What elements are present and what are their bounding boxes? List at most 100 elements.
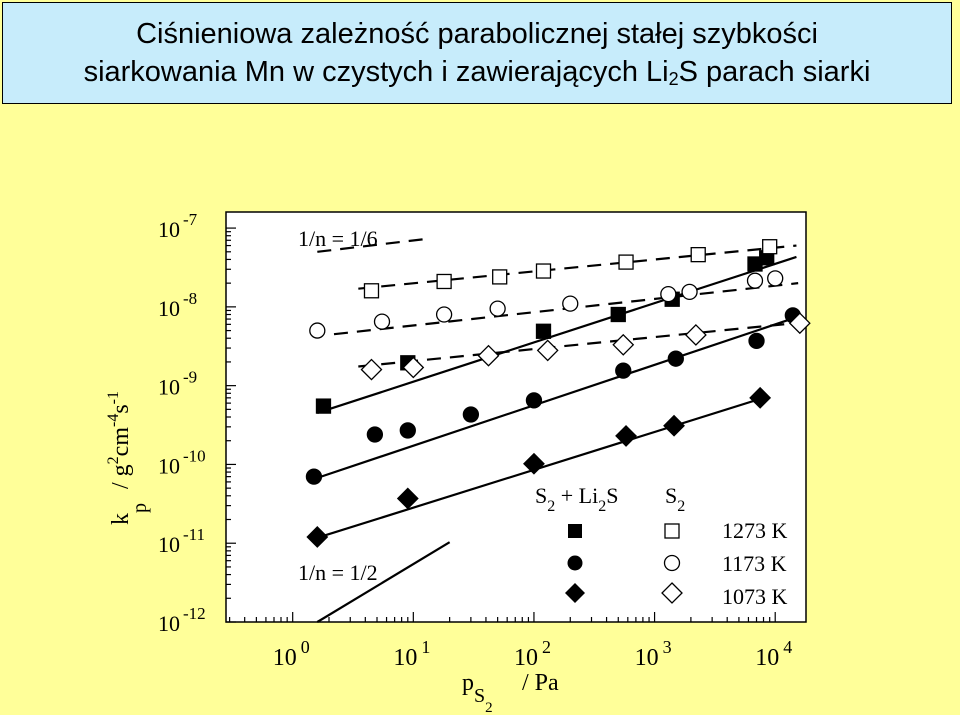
x-tick-base: 10 [635,645,659,671]
data-point-diamond [788,312,811,335]
data-point-square [535,263,552,279]
data-point-square [436,273,452,290]
y-label-unit: / g [108,464,134,489]
x-tick-label: 10 4 [755,637,792,671]
legend-label-1273: 1273 K [722,518,788,543]
data-point-circle [435,306,453,323]
x-tick-exp: 3 [663,637,672,657]
fit-line [358,321,800,368]
legend-marker-filled-diamond [565,583,585,603]
data-point-circle [309,322,326,339]
legend-marker-open-square [664,523,680,539]
y-tick-label: 10 -12 [158,604,206,636]
legend-mixed-li: + Li [555,483,598,508]
data-point-square [492,269,508,285]
data-point-circle [489,300,506,317]
data-point-diamond [684,324,707,346]
data-point-diamond [396,487,419,510]
data-point-diamond [306,526,329,548]
data-point-square [618,254,634,270]
y-tick-label: 10 -9 [158,368,197,400]
data-point-circle [660,286,677,303]
x-axis-label: pS2 [462,670,493,715]
legend-pure-s: S [665,483,677,508]
y-label-sub: p [129,503,151,513]
legend-marker-filled-square [568,524,582,538]
y-tick-base: 10 [158,453,180,478]
legend-label-1173: 1173 K [722,551,787,576]
data-point-circle [681,283,698,301]
data-point-square [535,323,552,339]
y-label-main: k [108,513,134,525]
y-label-cm: cm [108,427,134,457]
x-tick-base: 10 [273,645,297,671]
plot-area [225,211,807,623]
y-tick-exp: -11 [183,525,205,544]
y-tick-exp: -12 [183,604,206,623]
x-label-main: p [462,670,474,696]
data-point-diamond [523,452,545,475]
data-point-diamond [615,425,637,447]
title-line2-prefix: siarkowania Mn w czystych i zawierającyc… [83,56,669,88]
legend-header-mixed: S2 + Li2S [535,483,618,515]
annotation-slope-top: 1/n = 1/6 [298,226,378,251]
y-label-exp2: -4 [105,414,122,427]
x-tick-label: 10 2 [514,637,551,671]
y-tick-base: 10 [158,532,180,557]
axis-ticks [226,227,776,623]
fit-lines [309,237,800,623]
data-point-diamond [477,344,500,367]
data-point-circle [746,272,764,289]
x-tick-base: 10 [393,645,417,671]
legend-pure-sub: 2 [677,498,685,515]
legend: S2 + Li2S S2 1273 K 1173 K 1073 K [535,483,788,609]
y-label-exp1: 2 [105,456,122,464]
legend-mixed-sub2: 2 [598,498,606,515]
y-label-s: s [108,404,134,413]
data-point-square [690,247,706,263]
y-tick-exp: -9 [183,368,197,387]
x-tick-base: 10 [514,645,538,671]
fit-line [316,255,797,415]
legend-mixed-end: S [606,483,618,508]
title-box: Ciśnieniowa zależność parabolicznej stał… [2,2,952,104]
x-tick-label: 10 1 [393,637,430,671]
y-label-exp3: -1 [105,391,122,404]
data-point-diamond [536,339,559,362]
y-tick-label: 10 -10 [158,446,206,478]
data-point-diamond [749,386,772,409]
data-point-square [315,398,332,414]
data-point-square [363,283,380,299]
data-point-circle [366,426,384,443]
fit-line [309,315,799,482]
data-point-circle [525,392,543,409]
data-point-circle [615,362,632,379]
title-line2-subscript: 2 [668,69,679,89]
data-point-circle [767,270,784,287]
data-point-square [610,306,626,323]
annotation-slope-bottom: 1/n = 1/2 [298,560,378,585]
x-label-sub: S [474,685,485,707]
y-tick-base: 10 [158,611,180,636]
data-point-square [762,239,778,255]
x-tick-exp: 0 [301,637,310,657]
y-tick-exp: -10 [183,446,206,465]
x-tick-label: 10 3 [635,637,672,671]
legend-marker-open-diamond [661,582,683,604]
data-point-diamond [360,358,383,381]
x-tick-label: 10 0 [273,637,310,671]
legend-header-pure: S2 [665,483,685,515]
legend-label-1073: 1073 K [722,584,788,609]
data-point-circle [399,422,416,439]
data-points [305,239,811,548]
chart-title-line-1: Ciśnieniowa zależność parabolicznej stał… [136,18,818,50]
y-tick-base: 10 [158,217,180,242]
fit-line [317,237,428,253]
legend-marker-filled-circle [567,555,583,571]
legend-mixed-sub1: 2 [547,498,555,515]
fit-line [316,541,451,623]
x-axis-unit: / Pa [522,670,559,696]
y-tick-label: 10 -8 [158,289,197,321]
